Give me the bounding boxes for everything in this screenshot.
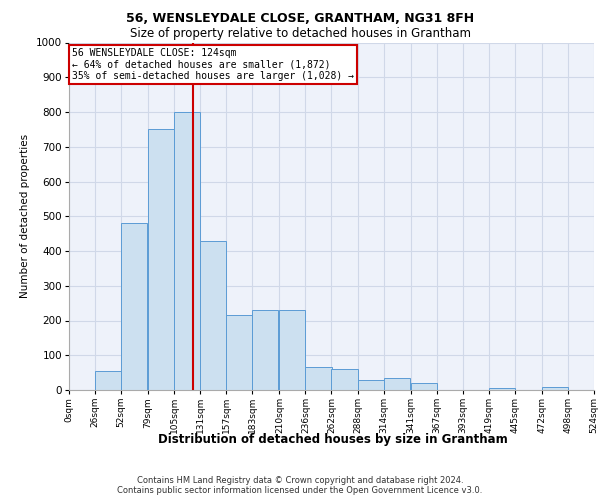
Bar: [200, 240, 226, 390]
Bar: [331, 369, 358, 390]
Bar: [410, 383, 437, 390]
Y-axis label: Number of detached properties: Number of detached properties: [20, 134, 31, 298]
Text: Contains public sector information licensed under the Open Government Licence v3: Contains public sector information licen…: [118, 486, 482, 495]
Text: 56 WENSLEYDALE CLOSE: 124sqm
← 64% of detached houses are smaller (1,872)
35% of: 56 WENSLEYDALE CLOSE: 124sqm ← 64% of de…: [72, 48, 354, 81]
Text: Size of property relative to detached houses in Grantham: Size of property relative to detached ho…: [130, 28, 470, 40]
Text: 56, WENSLEYDALE CLOSE, GRANTHAM, NG31 8FH: 56, WENSLEYDALE CLOSE, GRANTHAM, NG31 8F…: [126, 12, 474, 26]
Bar: [489, 388, 515, 390]
Bar: [174, 112, 200, 390]
Bar: [148, 130, 174, 390]
Text: Distribution of detached houses by size in Grantham: Distribution of detached houses by size …: [158, 432, 508, 446]
Bar: [358, 380, 383, 390]
Bar: [95, 371, 121, 390]
Bar: [542, 387, 568, 390]
Bar: [383, 378, 410, 390]
Bar: [226, 316, 253, 390]
Bar: [253, 310, 278, 390]
Text: Contains HM Land Registry data © Crown copyright and database right 2024.: Contains HM Land Registry data © Crown c…: [137, 476, 463, 485]
Bar: [305, 368, 331, 390]
Bar: [121, 223, 147, 390]
Bar: [280, 310, 305, 390]
